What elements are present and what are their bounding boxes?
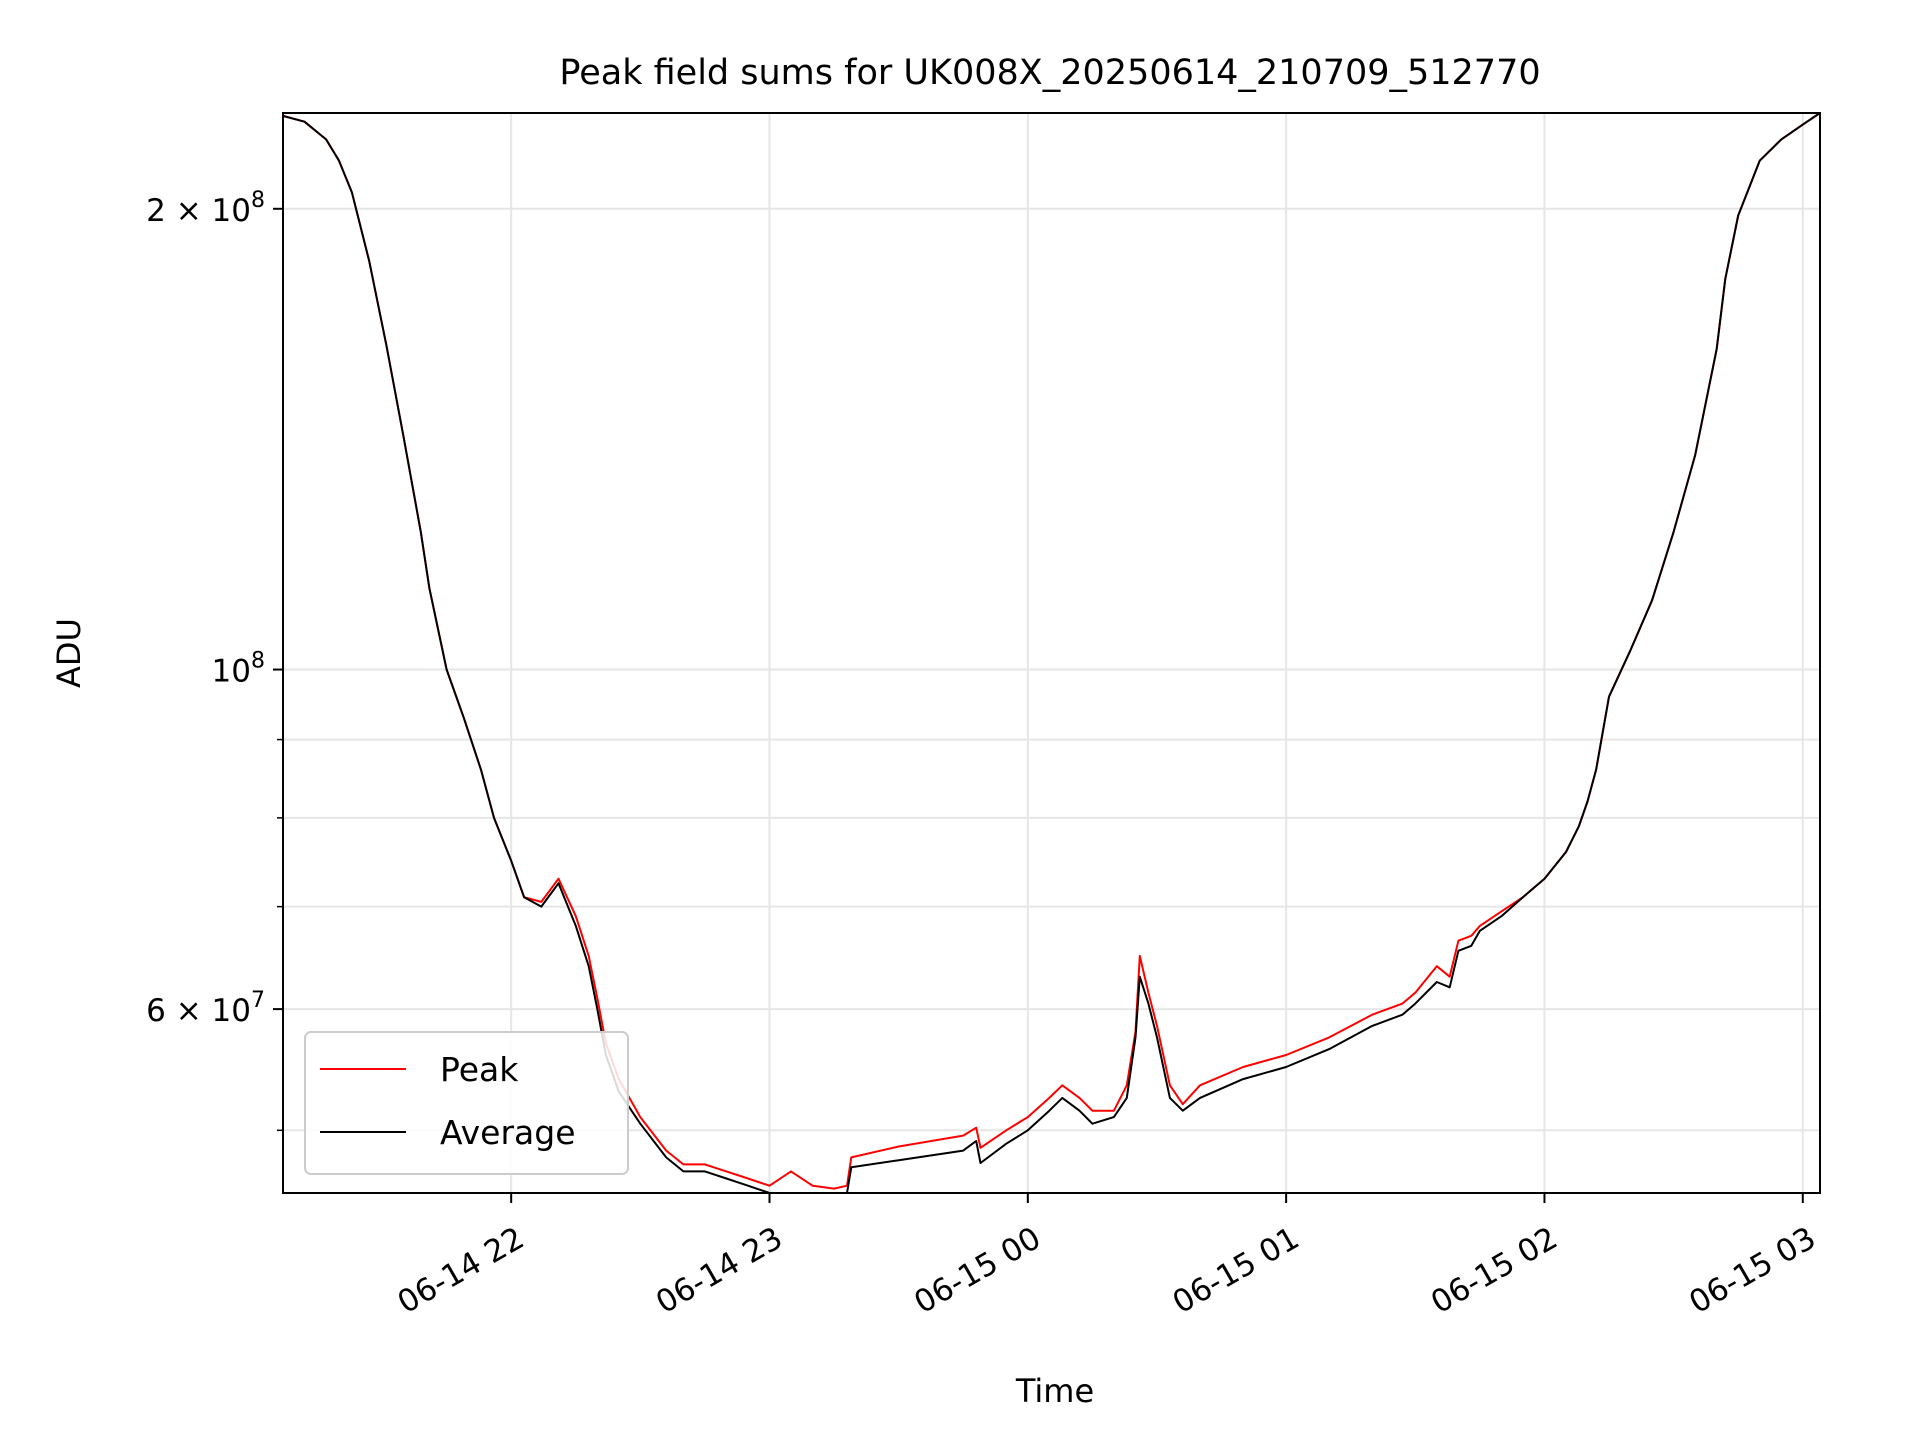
legend-box <box>304 1031 629 1175</box>
chart-title: Peak field sums for UK008X_20250614_2107… <box>559 53 1540 93</box>
y-axis-label: ADU <box>50 618 88 688</box>
legend-label-average: Average <box>440 1113 576 1152</box>
legend: Peak Average <box>304 1031 629 1175</box>
plot-area <box>282 112 1821 1194</box>
grid <box>283 113 1820 1193</box>
axes-frame <box>282 112 1821 1194</box>
legend-label-peak: Peak <box>440 1050 519 1089</box>
series-line-average <box>282 112 1821 1194</box>
x-axis-label: Time <box>1015 1372 1094 1410</box>
y-tick-label: 6 × 107 <box>146 988 265 1029</box>
y-tick-label: 108 <box>212 649 265 690</box>
y-tick-label: 2 × 108 <box>146 188 265 229</box>
y-axis: 2 × 108 108 6 × 107 <box>146 188 283 1132</box>
